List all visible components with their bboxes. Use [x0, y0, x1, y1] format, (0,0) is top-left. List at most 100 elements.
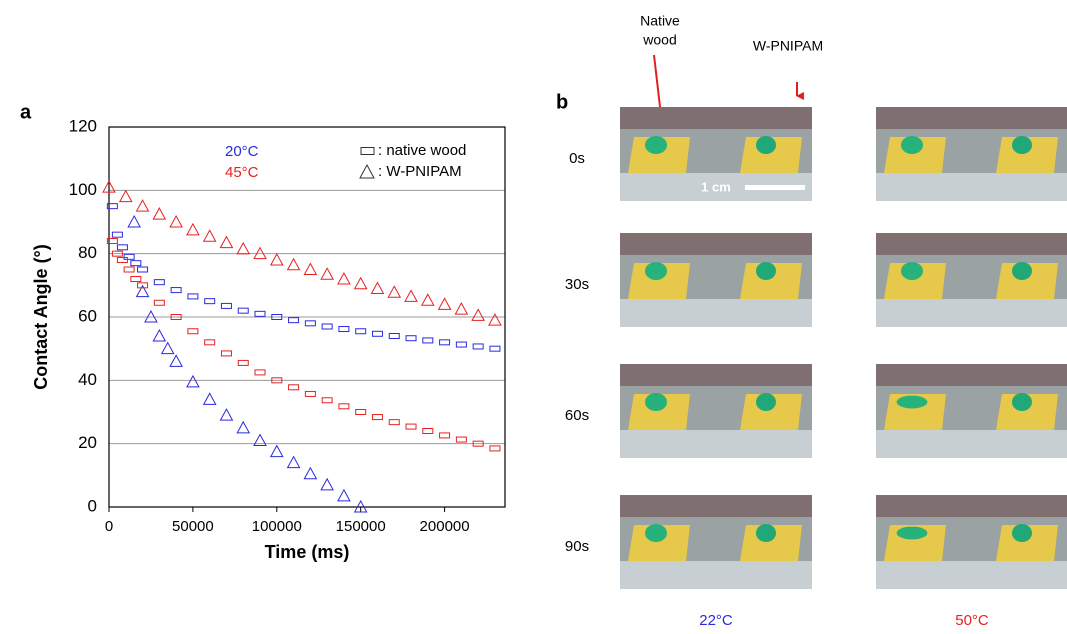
- marker-triangle: [202, 392, 217, 405]
- marker-triangle: [118, 189, 133, 203]
- droplet: [645, 393, 667, 411]
- marker-triangle: [404, 289, 418, 302]
- marker-rect: [371, 414, 383, 421]
- photo-top: [876, 364, 1067, 386]
- photo: [620, 495, 812, 589]
- marker-rect: [455, 341, 467, 348]
- y-tick-label: 100: [69, 180, 97, 199]
- condition-label: 22°C: [699, 612, 733, 629]
- yellow-sample: [628, 394, 690, 430]
- droplet: [1012, 393, 1032, 411]
- droplet: [896, 526, 928, 540]
- marker-triangle: [437, 297, 452, 310]
- marker-rect: [220, 350, 232, 357]
- marker-triangle: [127, 214, 142, 228]
- photo-top: [876, 107, 1067, 129]
- marker-rect: [439, 339, 451, 346]
- x-tick-label: 0: [105, 518, 113, 535]
- x-tick-label: 100000: [252, 518, 302, 535]
- condition-label: 50°C: [955, 612, 989, 629]
- time-label: 0s: [569, 150, 585, 167]
- marker-rect: [405, 423, 417, 430]
- photo-top: [620, 107, 812, 129]
- marker-rect: [137, 266, 149, 273]
- photo-top: [620, 495, 812, 517]
- annotation: wood: [642, 32, 676, 48]
- photo-bottom: [876, 299, 1067, 327]
- panel-label: a: [20, 101, 32, 123]
- droplet: [1012, 262, 1032, 280]
- y-axis-title: Contact Angle (°): [31, 244, 51, 390]
- marker-triangle: [236, 420, 251, 434]
- marker-triangle: [286, 257, 301, 271]
- photo-bottom: [876, 173, 1067, 201]
- marker-rect: [111, 250, 123, 257]
- marker-rect: [153, 279, 165, 286]
- droplet: [756, 136, 776, 154]
- marker-rect: [371, 330, 383, 337]
- marker-triangle: [135, 199, 150, 212]
- droplet: [645, 136, 667, 154]
- marker-rect: [254, 310, 266, 317]
- marker-triangle: [236, 241, 251, 255]
- marker-rect: [123, 253, 135, 260]
- marker-rect: [130, 260, 142, 267]
- marker-triangle: [219, 408, 234, 421]
- marker-triangle: [471, 308, 485, 321]
- marker-triangle: [269, 444, 284, 458]
- marker-triangle: [219, 235, 234, 249]
- marker-triangle: [353, 499, 368, 513]
- marker-rect: [338, 403, 350, 410]
- marker-rect: [321, 397, 333, 404]
- marker-rect: [130, 276, 142, 282]
- photo-top: [620, 233, 812, 255]
- marker-triangle: [169, 214, 183, 228]
- yellow-sample: [628, 137, 690, 173]
- marker-rect: [355, 328, 367, 335]
- legend-marker: [359, 163, 375, 179]
- yellow-sample: [740, 525, 802, 561]
- marker-rect: [388, 419, 400, 426]
- marker-rect: [153, 299, 165, 306]
- marker-rect: [116, 257, 128, 263]
- photo-bottom: [620, 430, 812, 458]
- marker-triangle: [303, 262, 318, 275]
- droplet: [645, 524, 667, 542]
- y-tick-label: 120: [69, 116, 97, 135]
- y-tick-label: 60: [78, 306, 97, 325]
- marker-rect: [106, 203, 118, 210]
- droplet: [896, 395, 928, 409]
- marker-rect: [237, 359, 249, 366]
- marker-rect: [254, 369, 266, 376]
- time-label: 90s: [565, 538, 589, 555]
- marker-rect: [304, 320, 316, 327]
- yellow-sample: [996, 263, 1058, 299]
- marker-triangle: [387, 285, 402, 298]
- x-tick-label: 50000: [172, 518, 214, 535]
- marker-rect: [338, 326, 350, 333]
- marker-rect: [106, 238, 118, 244]
- photo-bottom: [876, 561, 1067, 589]
- photo: [876, 233, 1067, 327]
- marker-triangle: [303, 466, 318, 480]
- droplet: [756, 524, 776, 542]
- photo: [620, 233, 812, 327]
- yellow-sample: [996, 525, 1058, 561]
- legend-label: : W-PNIPAM: [378, 163, 462, 180]
- droplet: [901, 136, 923, 154]
- marker-rect: [204, 298, 216, 305]
- photo-bottom: [876, 430, 1067, 458]
- marker-triangle: [337, 488, 351, 502]
- marker-rect: [237, 307, 249, 314]
- droplet: [645, 262, 667, 280]
- marker-rect: [204, 339, 216, 346]
- marker-rect: [489, 445, 501, 452]
- marker-triangle: [420, 293, 435, 306]
- x-tick-label: 150000: [336, 518, 386, 535]
- photo: [876, 107, 1067, 201]
- photo-bottom: [620, 299, 812, 327]
- marker-triangle: [102, 180, 116, 193]
- marker-triangle: [286, 455, 301, 469]
- marker-rect: [116, 244, 128, 251]
- y-tick-label: 0: [88, 496, 97, 515]
